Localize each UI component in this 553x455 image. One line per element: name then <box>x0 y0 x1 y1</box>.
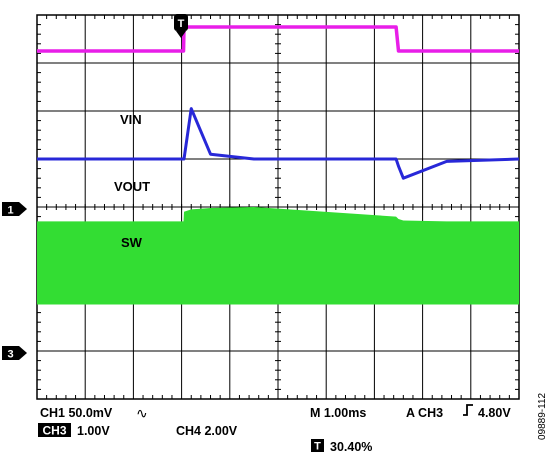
ch4-scale: CH4 2.00V <box>176 424 238 438</box>
sw-trace <box>37 207 519 303</box>
ch1-coupling-symbol: ∿ <box>136 405 148 421</box>
timebase: M 1.00ms <box>310 406 366 420</box>
vout-trace <box>37 107 520 180</box>
vin-label: VIN <box>120 112 142 127</box>
vin-trace <box>37 25 519 53</box>
channel-markers: 1 3 T <box>2 14 188 361</box>
trigger-position: 30.40% <box>330 440 372 454</box>
plot-frame <box>36 14 520 400</box>
ch1-scale: CH1 50.0mV <box>40 406 113 420</box>
vout-label: VOUT <box>114 179 150 194</box>
trigger-position-tag: T <box>314 441 321 453</box>
ch3-tag-bg <box>38 423 71 437</box>
ch3-tag: CH3 <box>42 424 66 438</box>
trigger-position-tag-bg <box>311 439 324 452</box>
trigger-marker-text: T <box>178 18 185 30</box>
trace-labels: VIN VOUT SW <box>114 112 150 250</box>
channel-3-marker: 3 <box>2 346 27 361</box>
scope-readout: CH1 50.0mV ∿ M 1.00ms A CH3 4.80V CH3 1.… <box>38 404 511 454</box>
channel-1-marker: 1 <box>2 202 27 217</box>
sw-label: SW <box>121 235 143 250</box>
graticule <box>36 14 520 400</box>
trigger-level: 4.80V <box>478 406 511 420</box>
figure-id: 09889-112 <box>537 392 548 440</box>
channel-3-marker-text: 3 <box>7 349 13 361</box>
rising-edge-icon <box>463 404 473 416</box>
traces <box>37 25 520 305</box>
channel-1-marker-text: 1 <box>7 205 13 217</box>
ch3-scale: 1.00V <box>77 424 110 438</box>
trigger-marker: T <box>174 14 188 38</box>
trigger-source: A CH3 <box>406 406 443 420</box>
